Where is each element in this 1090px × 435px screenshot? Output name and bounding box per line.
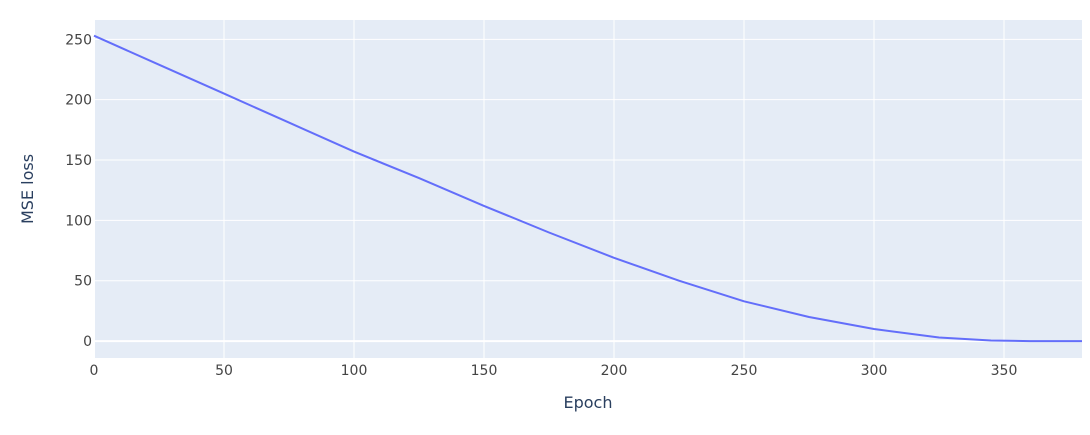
y-tick-label: 150 <box>65 153 92 169</box>
x-tick-label: 200 <box>601 363 628 379</box>
series-layer <box>93 34 1082 343</box>
y-tick-label: 100 <box>65 213 92 229</box>
y-tick-label: 0 <box>83 334 92 350</box>
x-tick-label: 350 <box>991 363 1018 379</box>
x-tick-label: 100 <box>341 363 368 379</box>
x-tick-labels: 0 50 100 150 200 250 300 350 <box>90 363 1018 379</box>
x-axis-title: Epoch <box>564 393 613 412</box>
x-tick-label: 50 <box>215 363 233 379</box>
y-tick-label: 200 <box>65 93 92 109</box>
series-line-0 <box>93 34 1082 343</box>
x-tick-label: 150 <box>471 363 498 379</box>
x-tick-label: 250 <box>731 363 758 379</box>
y-axis-title: MSE loss <box>18 154 37 224</box>
grid-lines <box>93 20 1082 358</box>
y-tick-label: 250 <box>65 32 92 48</box>
y-tick-labels: 0 50 100 150 200 250 <box>65 32 92 350</box>
plot-background <box>94 20 1082 358</box>
x-tick-label: 300 <box>861 363 888 379</box>
x-tick-label: 0 <box>90 363 99 379</box>
y-tick-label: 50 <box>74 274 92 290</box>
